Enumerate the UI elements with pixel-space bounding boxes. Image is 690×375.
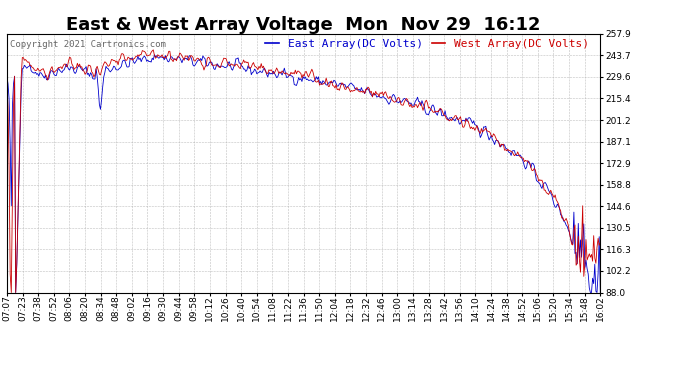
Text: Copyright 2021 Cartronics.com: Copyright 2021 Cartronics.com <box>10 40 166 49</box>
Title: East & West Array Voltage  Mon  Nov 29  16:12: East & West Array Voltage Mon Nov 29 16:… <box>66 16 541 34</box>
Legend: East Array(DC Volts), West Array(DC Volts): East Array(DC Volts), West Array(DC Volt… <box>261 35 593 54</box>
